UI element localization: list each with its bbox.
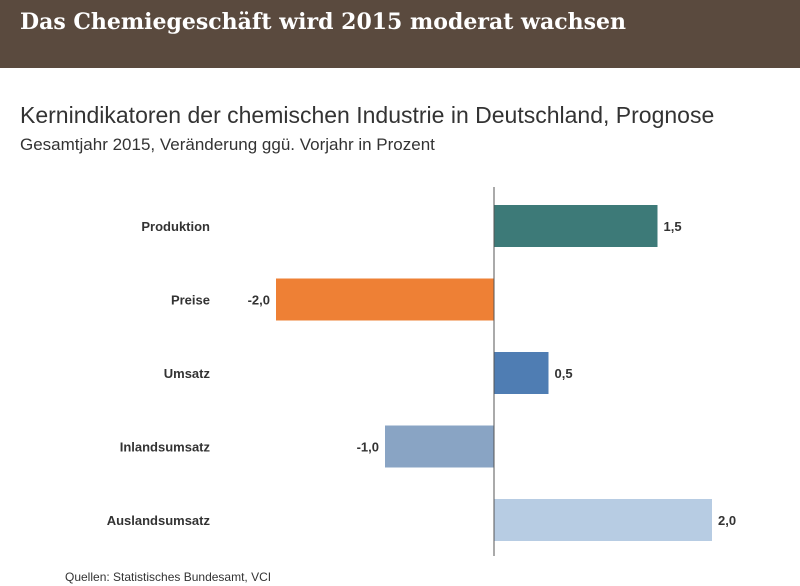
bar-inlandsumsatz [385, 425, 494, 468]
bar-produktion [494, 205, 658, 247]
category-label-preise: Preise [171, 293, 210, 308]
value-label-inlandsumsatz: -1,0 [357, 440, 379, 455]
value-label-umsatz: 0,5 [555, 366, 573, 381]
chart-title: Kernindikatoren der chemischen Industrie… [20, 102, 715, 128]
bar-auslandsumsatz [494, 499, 712, 541]
category-label-inlandsumsatz: Inlandsumsatz [120, 440, 211, 455]
category-label-produktion: Produktion [141, 219, 210, 234]
banner-title: Das Chemiegeschäft wird 2015 moderat wac… [20, 9, 626, 35]
header-banner: Das Chemiegeschäft wird 2015 moderat wac… [0, 0, 800, 68]
bar-preise [276, 278, 494, 321]
category-label-auslandsumsatz: Auslandsumsatz [107, 513, 211, 528]
value-label-auslandsumsatz: 2,0 [718, 513, 736, 528]
source-note: Quellen: Statistisches Bundesamt, VCI [65, 570, 272, 584]
value-label-produktion: 1,5 [664, 219, 682, 234]
bar-umsatz [494, 352, 549, 394]
value-label-preise: -2,0 [248, 293, 270, 308]
chart-subtitle: Gesamtjahr 2015, Veränderung ggü. Vorjah… [20, 135, 435, 154]
category-label-umsatz: Umsatz [164, 366, 211, 381]
